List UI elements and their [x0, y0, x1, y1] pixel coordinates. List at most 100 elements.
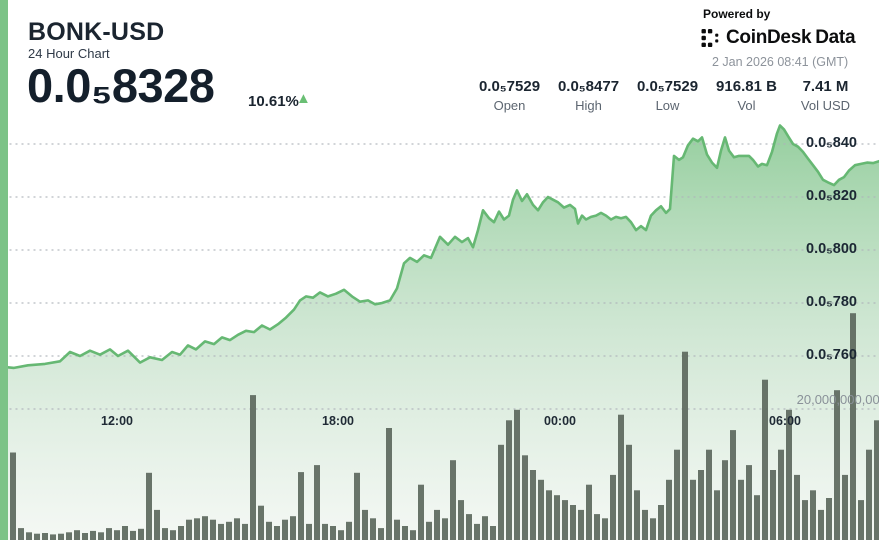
volume-bar [18, 528, 24, 540]
volume-bar [602, 518, 608, 540]
volume-bar [266, 521, 272, 540]
y-axis-tick-label: 0.0₅820 [806, 188, 857, 204]
stat-open-label: Open [493, 98, 526, 113]
stat-low: 0.0₅7529 Low [628, 78, 707, 113]
volume-bar [522, 455, 528, 540]
volume-bar [554, 495, 560, 540]
volume-bar [42, 533, 48, 540]
brand-name-2: Data [815, 27, 856, 48]
y-axis-tick-label: 0.0₅760 [806, 347, 857, 363]
volume-bar [682, 351, 688, 540]
volume-bar [418, 484, 424, 540]
volume-bar [730, 430, 736, 540]
volume-bar [186, 519, 192, 540]
volume-bar [514, 409, 520, 540]
volume-bar [330, 526, 336, 540]
volume-bar [314, 465, 320, 540]
volume-bar [570, 505, 576, 540]
volume-bar [810, 490, 816, 540]
volume-bar [306, 523, 312, 540]
volume-bar [362, 509, 368, 540]
volume-bar [426, 521, 432, 540]
volume-bar [578, 509, 584, 540]
price-line [0, 124, 879, 370]
brand-name: CoinDesk [726, 27, 812, 48]
volume-bar [10, 452, 16, 540]
volume-bar [98, 532, 104, 540]
volume-bar [218, 523, 224, 540]
volume-bar [106, 528, 112, 540]
timestamp: 2 Jan 2026 08:41 (GMT) [712, 55, 849, 69]
volume-bar [354, 472, 360, 540]
volume-bar [482, 516, 488, 540]
volume-bar [658, 505, 664, 540]
volume-bar [234, 518, 240, 540]
x-axis-time-label: 18:00 [322, 414, 354, 428]
y-axis-tick-label: 0.0₅780 [806, 294, 857, 310]
volume-bar [690, 479, 696, 540]
volume-bar [378, 528, 384, 540]
volume-bar [50, 534, 56, 540]
volume-bar [90, 530, 96, 540]
volume-bar [786, 409, 792, 540]
volume-bar [402, 526, 408, 540]
volume-bar [450, 460, 456, 540]
volume-bar [274, 526, 280, 540]
volume-axis-label: 20,000,000,000 [796, 392, 879, 407]
up-arrow-icon: ▲ [296, 90, 311, 107]
volume-bar [754, 495, 760, 540]
volume-bar [842, 474, 848, 540]
volume-bar [562, 500, 568, 540]
stat-high-value: 0.0₅8477 [557, 78, 620, 95]
volume-bar [802, 500, 808, 540]
stat-volume-label: Vol [737, 98, 756, 113]
current-price: 0.0₅8328 [27, 59, 215, 112]
stat-volume-usd-label: Vol USD [800, 98, 851, 113]
volume-bar [490, 526, 496, 540]
volume-bar [794, 474, 800, 540]
volume-bar [434, 509, 440, 540]
volume-bar [858, 500, 864, 540]
volume-bar [826, 498, 832, 540]
volume-bar [122, 526, 128, 540]
volume-bar [586, 484, 592, 540]
volume-bar [650, 518, 656, 540]
stat-volume-usd: 7.41 M Vol USD [786, 78, 865, 113]
volume-bar [58, 533, 64, 540]
price-area-fill [0, 125, 879, 540]
volume-bar [250, 395, 256, 540]
volume-bar [546, 490, 552, 540]
left-accent-bar [0, 0, 8, 540]
stats-row: 0.0₅7529 Open 0.0₅8477 High 0.0₅7529 Low… [470, 78, 865, 113]
volume-bar [162, 528, 168, 540]
volume-bar [538, 479, 544, 540]
x-axis-time-label: 00:00 [544, 414, 576, 428]
volume-bar [634, 490, 640, 540]
volume-bar [210, 519, 216, 540]
volume-bar [226, 521, 232, 540]
volume-bar [34, 533, 40, 540]
x-axis-time-label: 12:00 [101, 414, 133, 428]
volume-bar [170, 530, 176, 540]
volume-bar [394, 519, 400, 540]
volume-bar [242, 523, 248, 540]
volume-bar [530, 470, 536, 540]
x-axis-time-label: 06:00 [769, 414, 801, 428]
stat-volume: 916.81 B Vol [707, 78, 786, 113]
volume-bar [74, 530, 80, 540]
coindesk-logo: CoinDesk Data [701, 27, 856, 49]
volume-bar [442, 518, 448, 540]
stat-volume-value: 916.81 B [716, 78, 777, 95]
volume-bar [114, 530, 120, 540]
volume-bar [818, 509, 824, 540]
volume-bar [138, 528, 144, 540]
volume-bar [642, 509, 648, 540]
volume-bar [338, 530, 344, 540]
coindesk-logo-icon [701, 29, 719, 47]
y-axis-tick-label: 0.0₅840 [806, 135, 857, 151]
volume-bar [626, 444, 632, 540]
change-percent: 10.61% [248, 93, 299, 110]
stat-high: 0.0₅8477 High [549, 78, 628, 113]
stat-open: 0.0₅7529 Open [470, 78, 549, 113]
